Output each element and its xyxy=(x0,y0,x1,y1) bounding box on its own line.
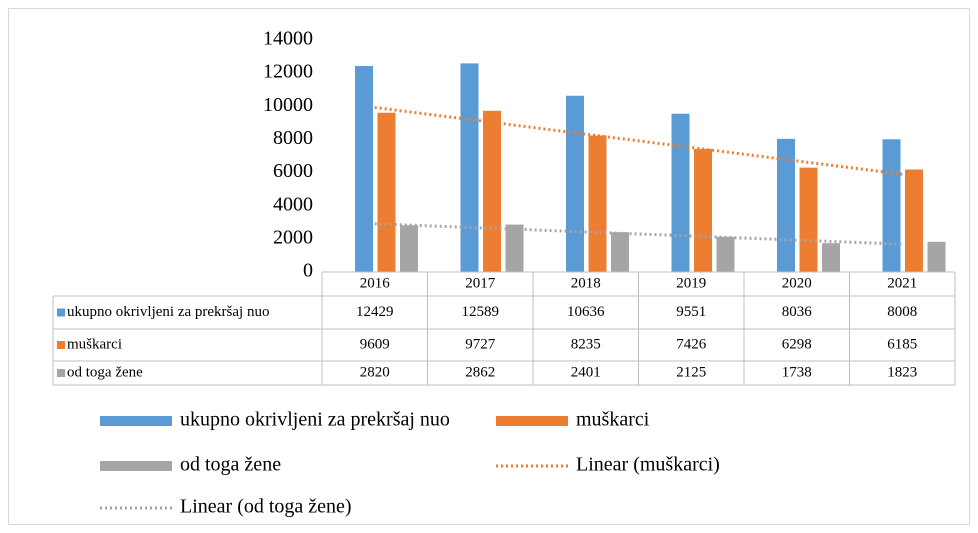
bar xyxy=(400,225,418,272)
y-tick-label: 14000 xyxy=(263,28,313,50)
bar xyxy=(355,66,373,272)
x-tick-label: 2018 xyxy=(571,275,601,291)
x-tick-label: 2020 xyxy=(782,275,812,291)
legend-label: Linear (od toga žene) xyxy=(180,496,352,518)
bar xyxy=(927,241,946,272)
table-cell: 9727 xyxy=(465,336,496,352)
bar xyxy=(460,63,479,272)
table-cell: 12589 xyxy=(462,304,500,320)
x-tick-label: 2019 xyxy=(676,275,706,291)
table-cell: 6298 xyxy=(782,336,812,352)
bar xyxy=(671,113,690,272)
legend-label: ukupno okrivljeni za prekršaj nuo xyxy=(180,409,450,431)
legend-label: Linear (muškarci) xyxy=(576,454,720,476)
bar xyxy=(483,110,501,272)
table-cell: 8008 xyxy=(887,304,917,320)
y-tick-label: 2000 xyxy=(273,226,313,248)
bar xyxy=(716,236,735,272)
table-cell: 6185 xyxy=(887,336,917,352)
bar xyxy=(505,224,524,272)
table-cell: 1823 xyxy=(887,364,917,380)
y-tick-label: 10000 xyxy=(263,94,313,116)
table-cell: 1738 xyxy=(782,364,812,380)
bar xyxy=(566,95,584,273)
legend-swatch xyxy=(100,461,172,471)
x-tick-label: 2017 xyxy=(465,275,496,291)
table-cell: 9551 xyxy=(676,304,706,320)
bar xyxy=(822,243,840,272)
bar xyxy=(377,112,396,273)
x-tick-label: 2016 xyxy=(360,275,391,291)
table-legend-key xyxy=(57,341,65,349)
table-row-label: muškarci xyxy=(67,336,122,352)
legend-swatch xyxy=(496,416,568,426)
table-cell: 2125 xyxy=(676,364,706,380)
table-legend-key xyxy=(57,369,65,377)
x-tick-label: 2021 xyxy=(887,275,917,291)
table-cell: 2862 xyxy=(465,364,495,380)
y-tick-label: 0 xyxy=(303,260,313,282)
table-row-label: od toga žene xyxy=(67,364,143,380)
table-cell: 2401 xyxy=(571,364,601,380)
table-cell: 7426 xyxy=(676,336,707,352)
legend-swatch xyxy=(100,416,172,426)
bar xyxy=(799,167,818,272)
y-tick-label: 4000 xyxy=(273,193,313,215)
legend-label: muškarci xyxy=(576,409,650,431)
bar xyxy=(777,138,795,272)
y-tick-label: 12000 xyxy=(263,61,313,83)
bar xyxy=(611,232,629,272)
bar xyxy=(588,135,607,272)
bar xyxy=(905,169,923,272)
bar xyxy=(694,148,712,272)
table-legend-key xyxy=(57,308,65,317)
bar xyxy=(882,139,901,272)
legend-label: od toga žene xyxy=(180,454,281,476)
table-cell: 8036 xyxy=(782,304,813,320)
y-tick-label: 6000 xyxy=(273,160,313,182)
table-cell: 12429 xyxy=(356,304,394,320)
table-cell: 10636 xyxy=(567,304,605,320)
trendline xyxy=(374,105,903,176)
table-row-label: ukupno okrivljeni za prekršaj nuo xyxy=(67,304,269,320)
y-tick-label: 8000 xyxy=(273,127,313,149)
table-cell: 2820 xyxy=(360,364,390,380)
table-cell: 8235 xyxy=(571,336,601,352)
table-cell: 9609 xyxy=(360,336,390,352)
